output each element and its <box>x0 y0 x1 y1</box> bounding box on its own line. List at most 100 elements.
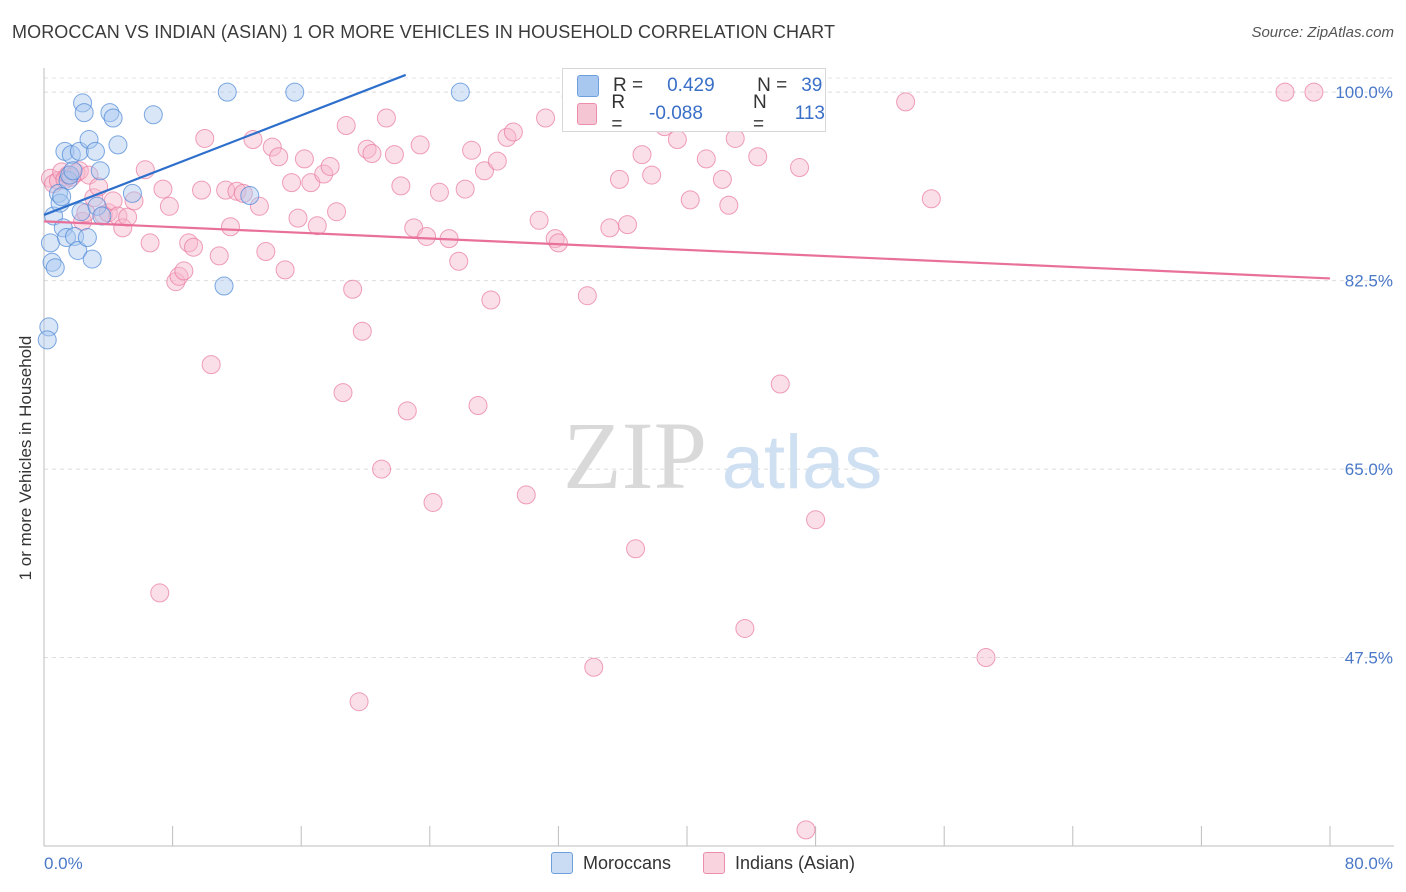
data-point <box>108 135 128 155</box>
data-point <box>217 82 237 102</box>
data-point <box>220 217 240 237</box>
data-point <box>397 401 417 421</box>
data-point <box>288 208 308 228</box>
data-point <box>113 218 133 238</box>
watermark-zip: ZIP <box>563 402 707 509</box>
data-point <box>667 130 687 150</box>
data-point <box>455 179 475 199</box>
x-tick-label: 80.0% <box>1345 854 1393 873</box>
y-tick-label: 100.0% <box>1335 83 1393 102</box>
data-point <box>349 692 369 712</box>
data-point <box>450 82 470 102</box>
data-point <box>77 228 97 248</box>
data-point <box>735 618 755 638</box>
legend-swatch-moroccans <box>550 852 573 874</box>
gridlines <box>44 77 1394 659</box>
data-point <box>796 820 816 840</box>
legend-item-indians[interactable]: Indians (Asian) <box>702 852 856 874</box>
data-point <box>45 258 65 278</box>
stats-swatch-indians <box>577 103 598 125</box>
data-point <box>153 179 173 199</box>
bottom-legend: Moroccans Indians (Asian) <box>0 852 1406 874</box>
data-point <box>336 116 356 136</box>
data-point <box>696 149 716 169</box>
data-point <box>497 127 517 147</box>
axes <box>43 68 1394 847</box>
data-point <box>37 330 57 350</box>
data-point <box>577 286 597 306</box>
data-point <box>632 145 652 165</box>
data-point <box>529 210 549 230</box>
watermark-atlas: atlas <box>722 420 883 505</box>
data-point <box>712 169 732 189</box>
trend-line <box>43 73 407 216</box>
r-value: 0.429 <box>667 75 715 96</box>
stats-row-moroccans: R = 0.429 N = 39 <box>577 73 822 99</box>
data-point <box>150 583 170 603</box>
legend-label-indians: Indians (Asian) <box>734 852 856 873</box>
n-value: 113 <box>794 103 825 124</box>
data-point <box>410 135 430 155</box>
data-point <box>680 190 700 210</box>
data-point <box>896 92 916 112</box>
data-point <box>79 130 99 150</box>
data-point <box>474 161 494 181</box>
data-point <box>262 137 282 157</box>
r-label: R = <box>611 92 626 135</box>
data-point <box>417 226 437 246</box>
trend-lines <box>43 73 1331 280</box>
stats-row-indians: R = -0.088 N = 113 <box>577 92 825 135</box>
data-point <box>285 82 305 102</box>
data-point <box>618 215 638 235</box>
data-point <box>85 141 105 161</box>
data-point <box>63 161 83 181</box>
data-point <box>275 260 295 280</box>
data-point <box>118 207 138 227</box>
data-point <box>352 321 372 341</box>
data-point <box>921 189 941 209</box>
source-label: Source: ZipAtlas.com <box>1251 24 1394 41</box>
data-point <box>143 105 163 125</box>
data-point <box>423 492 443 512</box>
data-point <box>192 180 212 200</box>
data-point <box>92 206 112 226</box>
data-point <box>195 128 215 148</box>
n-value: 39 <box>801 75 823 96</box>
data-point <box>516 485 536 505</box>
data-point <box>282 173 302 193</box>
legend-label-moroccans: Moroccans <box>582 852 671 873</box>
data-point <box>249 196 269 216</box>
data-point <box>201 355 221 375</box>
stats-swatch-moroccans <box>577 75 599 97</box>
legend-item-moroccans[interactable]: Moroccans <box>550 852 671 874</box>
x-tick-label: 0.0% <box>44 854 83 873</box>
data-point <box>584 657 604 677</box>
y-tick-label: 65.0% <box>1345 460 1393 479</box>
tick-labels: 100.0% 82.5% 65.0% 47.5% 0.0% 80.0% <box>44 83 1393 873</box>
data-point <box>57 228 77 248</box>
data-point <box>124 191 144 211</box>
y-tick-label: 47.5% <box>1345 649 1393 668</box>
data-point <box>52 187 72 207</box>
data-point <box>240 186 260 206</box>
series-indians-asian <box>40 82 1324 840</box>
data-point <box>269 147 289 167</box>
data-point <box>806 510 826 530</box>
data-point <box>333 383 353 403</box>
data-point <box>343 279 363 299</box>
data-point <box>976 648 996 668</box>
data-point <box>362 144 382 164</box>
data-point <box>82 249 102 269</box>
data-point <box>122 183 142 203</box>
data-point <box>725 128 745 148</box>
data-point <box>87 196 107 216</box>
data-point <box>73 93 93 113</box>
data-point <box>320 156 340 176</box>
data-point <box>71 202 91 222</box>
data-point <box>536 108 556 128</box>
data-point <box>183 237 203 257</box>
data-point <box>256 242 276 262</box>
data-point <box>74 103 94 123</box>
r-value: -0.088 <box>649 103 703 124</box>
